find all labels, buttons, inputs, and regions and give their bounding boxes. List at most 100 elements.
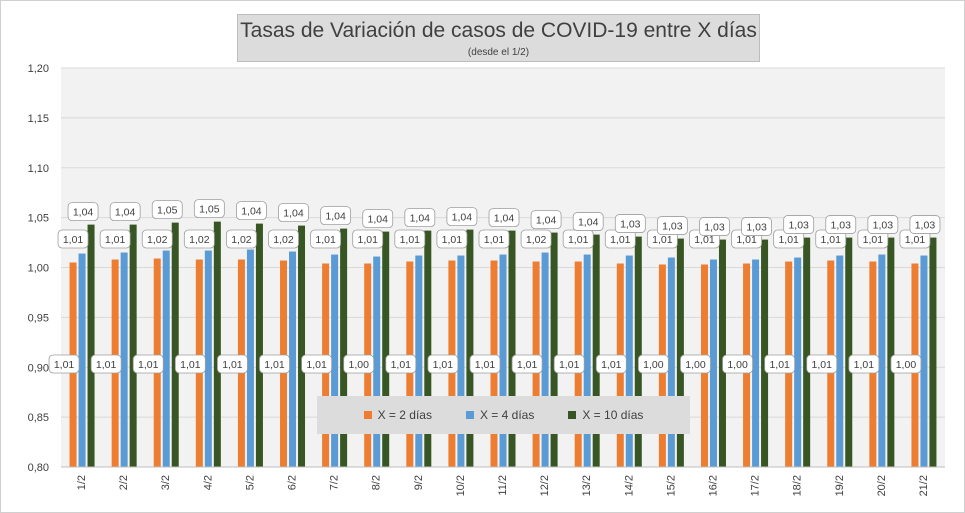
- legend-swatch-x4: [465, 411, 474, 419]
- data-label-x10-box: [193, 199, 225, 219]
- data-label-x4: 1,01: [315, 234, 336, 246]
- data-label-x2-box: [806, 354, 838, 374]
- data-label-x10-box: [151, 200, 183, 220]
- x-tick-label: 21/2: [918, 475, 930, 496]
- data-label-x4: 1,01: [357, 234, 378, 246]
- data-label-x2-box: [174, 354, 206, 374]
- x-tick-label: 1/2: [76, 475, 88, 490]
- bar-x4: [878, 254, 886, 467]
- data-label-x4: 1,02: [231, 234, 252, 246]
- data-label-x2: 1,01: [517, 359, 538, 371]
- data-label-x10: 1,05: [199, 204, 220, 216]
- data-label-x10-box: [825, 215, 857, 234]
- bar-x4: [373, 256, 381, 467]
- data-label-x2: 1,01: [391, 359, 412, 371]
- data-label-x2: 1,01: [812, 359, 833, 371]
- data-label-x10-box: [572, 212, 604, 231]
- bar-x10: [803, 237, 811, 467]
- data-label-x10: 1,04: [283, 208, 304, 220]
- x-tick-label: 15/2: [665, 475, 677, 496]
- data-label-x4-box: [141, 229, 173, 249]
- x-tick-label: 3/2: [160, 475, 172, 490]
- data-label-x2-box: [217, 354, 248, 374]
- data-label-x10-box: [67, 202, 99, 222]
- data-label-x10: 1,04: [367, 214, 388, 226]
- data-label-x2: 1,01: [601, 359, 622, 371]
- data-label-x2: 1,01: [264, 359, 285, 371]
- data-label-x2: 1,01: [54, 359, 75, 371]
- data-label-x4-box: [352, 229, 384, 249]
- x-tick-label: 9/2: [413, 475, 425, 490]
- bar-x4: [457, 255, 465, 467]
- data-label-x10: 1,03: [831, 220, 852, 232]
- x-tick-label: 7/2: [329, 475, 341, 490]
- data-label-x4: 1,01: [778, 234, 799, 246]
- data-label-x4-box: [226, 229, 257, 249]
- data-label-x10: 1,04: [452, 212, 473, 224]
- data-label-x10: 1,04: [73, 207, 94, 219]
- x-tick-label: 19/2: [834, 475, 846, 496]
- data-label-x10-box: [109, 202, 141, 222]
- data-label-x4: 1,01: [821, 234, 842, 246]
- data-label-x4: 1,01: [863, 234, 884, 246]
- data-label-x10-box: [236, 201, 267, 221]
- x-tick-label: 8/2: [371, 475, 383, 490]
- data-label-x4-box: [436, 229, 468, 249]
- x-tick-label: 13/2: [581, 475, 593, 496]
- data-label-x10: 1,04: [410, 213, 431, 225]
- data-label-x2-box: [48, 354, 80, 374]
- data-label-x10-box: [867, 215, 899, 234]
- data-label-x2: 1,01: [854, 359, 875, 371]
- bar-x10: [298, 225, 306, 467]
- data-label-x2-box: [469, 354, 501, 374]
- bar-x10: [929, 237, 937, 467]
- bar-x10: [382, 231, 390, 467]
- data-labels: 1,01 1,01 1,04 1,01 1,01 1,04 1,01 1,02 1,05 1,01…: [48, 199, 941, 374]
- legend-item-x2: X = 2 días: [363, 408, 432, 422]
- bar-x10: [887, 237, 895, 467]
- bar-x4: [541, 252, 549, 467]
- data-label-x10-box: [614, 214, 646, 233]
- legend-label-x4: X = 4 días: [479, 408, 535, 422]
- data-label-x10: 1,04: [578, 217, 599, 229]
- bar-x10: [213, 221, 221, 467]
- data-label-x2: 1,00: [896, 359, 917, 371]
- data-label-x4: 1,01: [63, 234, 84, 246]
- data-label-x2: 1,01: [559, 359, 580, 371]
- x-tick-label: 2/2: [118, 475, 130, 490]
- data-label-x4: 1,02: [147, 234, 168, 246]
- data-label-x4: 1,02: [189, 234, 210, 246]
- bar-x4: [794, 257, 802, 467]
- data-label-x10-box: [530, 210, 562, 229]
- data-label-x2-box: [595, 354, 627, 374]
- bar-x4: [583, 254, 591, 467]
- bar-x4: [667, 257, 675, 467]
- data-label-x4: 1,02: [526, 234, 547, 246]
- data-label-x2: 1,01: [306, 359, 327, 371]
- y-tick-label: 1,10: [28, 163, 49, 175]
- data-label-x2-box: [637, 354, 669, 374]
- data-label-x10-box: [362, 209, 394, 228]
- data-label-x10: 1,03: [788, 220, 809, 232]
- y-tick-label: 0,90: [28, 362, 49, 374]
- data-label-x2: 1,00: [727, 359, 748, 371]
- data-label-x2-box: [511, 354, 543, 374]
- data-label-x4-box: [310, 229, 342, 249]
- bar-x10: [592, 234, 600, 467]
- x-tick-label: 4/2: [202, 475, 214, 490]
- data-label-x2-box: [132, 354, 164, 374]
- y-tick-label: 1,20: [28, 63, 49, 75]
- bar-x10: [129, 224, 137, 467]
- x-tick-label: 11/2: [497, 475, 509, 496]
- y-tick-label: 1,15: [28, 113, 49, 125]
- data-label-x10: 1,04: [494, 213, 515, 225]
- data-label-x4: 1,01: [694, 234, 715, 246]
- data-label-x4: 1,02: [273, 234, 294, 246]
- bar-x10: [340, 228, 348, 467]
- data-label-x10: 1,04: [115, 207, 136, 219]
- data-label-x10-box: [741, 217, 772, 236]
- data-label-x10-box: [320, 206, 352, 225]
- data-label-x2-box: [90, 354, 122, 374]
- data-label-x10: 1,03: [704, 222, 725, 234]
